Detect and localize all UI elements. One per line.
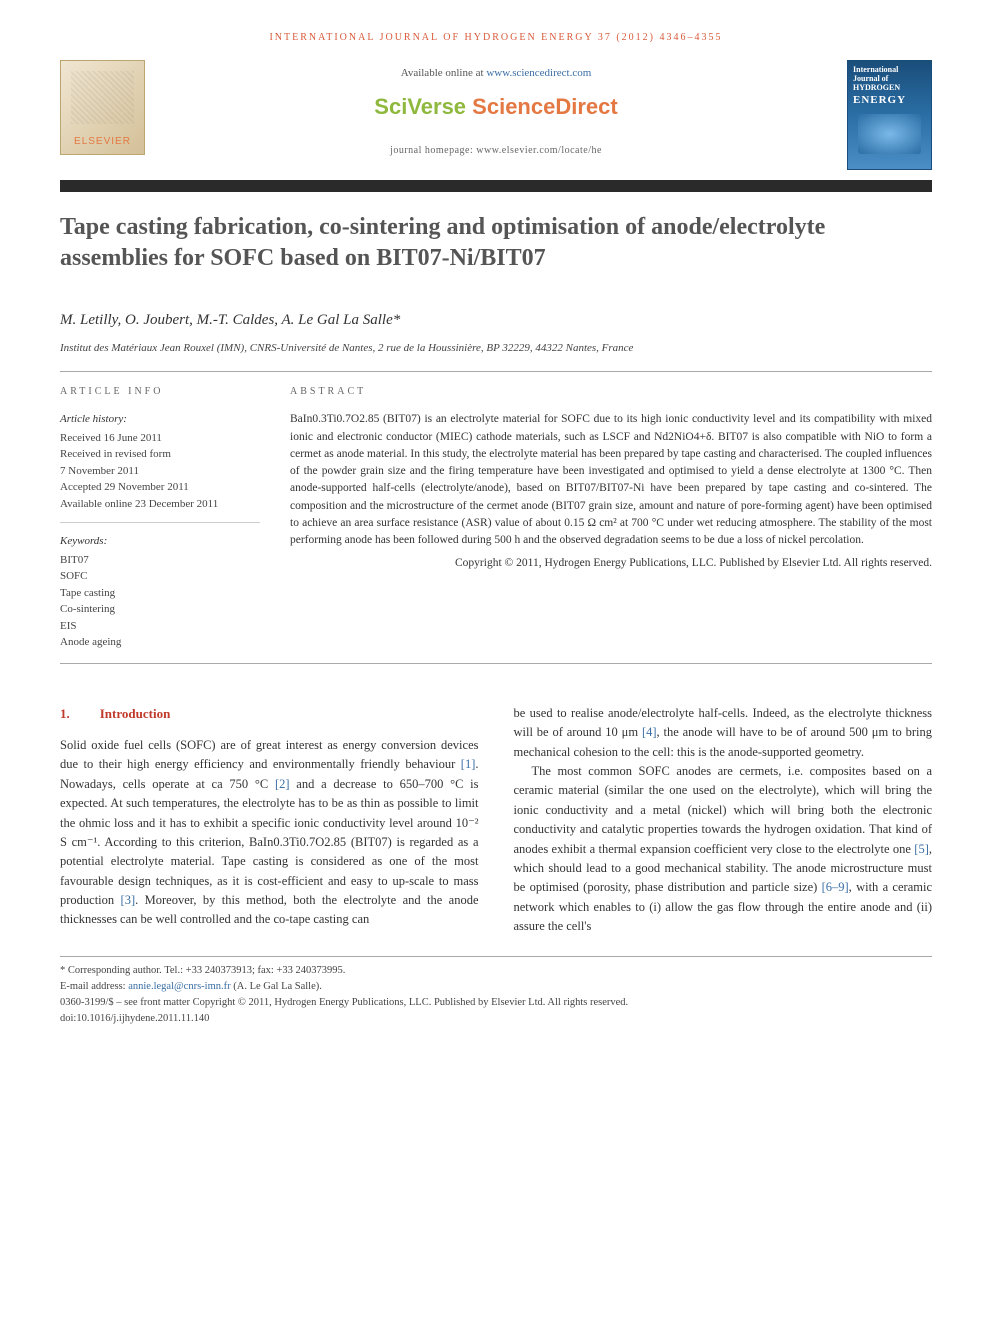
info-abstract-row: ARTICLE INFO Article history: Received 1…	[60, 371, 932, 664]
history-block: Article history: Received 16 June 2011 R…	[60, 411, 260, 523]
corresponding-author: * Corresponding author. Tel.: +33 240373…	[60, 963, 932, 979]
sciverse-logo: SciVerse ScienceDirect	[165, 90, 827, 123]
section-title: Introduction	[100, 706, 171, 721]
column-right: be used to realise anode/electrolyte hal…	[514, 704, 933, 937]
body-text: The most common SOFC anodes are cermets,…	[514, 764, 933, 856]
article-info-heading: ARTICLE INFO	[60, 384, 260, 399]
cover-line2: HYDROGEN	[853, 84, 926, 93]
history-item: Received 16 June 2011	[60, 430, 260, 447]
copyright-line: 0360-3199/$ – see front matter Copyright…	[60, 995, 932, 1011]
sciverse-left: SciVerse	[374, 94, 472, 119]
history-item: Available online 23 December 2011	[60, 496, 260, 513]
cover-line3: ENERGY	[853, 92, 926, 109]
elsevier-label: ELSEVIER	[74, 134, 131, 149]
header-block: ELSEVIER Available online at www.science…	[60, 60, 932, 170]
abstract-text: BaIn0.3Ti0.7O2.85 (BIT07) is an electrol…	[290, 411, 932, 549]
divider-bar	[60, 180, 932, 192]
ref-link[interactable]: [6–9]	[822, 880, 849, 894]
email-link[interactable]: annie.legal@cnrs-imn.fr	[128, 981, 230, 992]
email-suffix: (A. Le Gal La Salle).	[231, 981, 322, 992]
journal-cover: International Journal of HYDROGEN ENERGY	[847, 60, 932, 170]
abstract-copyright: Copyright © 2011, Hydrogen Energy Public…	[290, 555, 932, 572]
body-columns: 1. Introduction Solid oxide fuel cells (S…	[60, 704, 932, 937]
keyword: Co-sintering	[60, 601, 260, 618]
ref-link[interactable]: [3]	[121, 893, 136, 907]
abstract: ABSTRACT BaIn0.3Ti0.7O2.85 (BIT07) is an…	[290, 384, 932, 651]
authors: M. Letilly, O. Joubert, M.-T. Caldes, A.…	[60, 309, 932, 332]
keyword: SOFC	[60, 568, 260, 585]
available-online: Available online at www.sciencedirect.co…	[165, 65, 827, 82]
history-label: Article history:	[60, 411, 260, 428]
footnotes: * Corresponding author. Tel.: +33 240373…	[60, 956, 932, 1026]
elsevier-logo: ELSEVIER	[60, 60, 145, 155]
body-paragraph: Solid oxide fuel cells (SOFC) are of gre…	[60, 736, 479, 930]
journal-homepage: journal homepage: www.elsevier.com/locat…	[165, 143, 827, 158]
journal-header: INTERNATIONAL JOURNAL OF HYDROGEN ENERGY…	[60, 30, 932, 45]
cover-graphic	[858, 114, 921, 154]
sciencedirect-link[interactable]: www.sciencedirect.com	[486, 67, 591, 79]
keyword: Anode ageing	[60, 634, 260, 651]
article-title: Tape casting fabrication, co-sintering a…	[60, 212, 932, 274]
section-heading: 1. Introduction	[60, 704, 479, 724]
body-text: and a decrease to 650–700 °C is expected…	[60, 777, 479, 907]
keyword: EIS	[60, 618, 260, 635]
cover-line1: International Journal of	[853, 66, 926, 84]
keywords-block: Keywords: BIT07 SOFC Tape casting Co-sin…	[60, 533, 260, 651]
sciverse-right: ScienceDirect	[472, 94, 618, 119]
history-item: Received in revised form	[60, 446, 260, 463]
body-paragraph: The most common SOFC anodes are cermets,…	[514, 762, 933, 936]
history-item: 7 November 2011	[60, 463, 260, 480]
available-prefix: Available online at	[401, 67, 487, 79]
ref-link[interactable]: [4]	[642, 725, 657, 739]
article-info: ARTICLE INFO Article history: Received 1…	[60, 384, 260, 651]
email-label: E-mail address:	[60, 981, 128, 992]
keywords-label: Keywords:	[60, 533, 260, 550]
body-paragraph: be used to realise anode/electrolyte hal…	[514, 704, 933, 762]
body-text: Solid oxide fuel cells (SOFC) are of gre…	[60, 738, 479, 771]
history-item: Accepted 29 November 2011	[60, 479, 260, 496]
publisher-center: Available online at www.sciencedirect.co…	[165, 60, 827, 158]
abstract-heading: ABSTRACT	[290, 384, 932, 399]
section-number: 1.	[60, 706, 70, 721]
ref-link[interactable]: [1]	[461, 757, 476, 771]
column-left: 1. Introduction Solid oxide fuel cells (S…	[60, 704, 479, 937]
ref-link[interactable]: [2]	[275, 777, 290, 791]
email-line: E-mail address: annie.legal@cnrs-imn.fr …	[60, 979, 932, 995]
keyword: BIT07	[60, 552, 260, 569]
doi: doi:10.1016/j.ijhydene.2011.11.140	[60, 1011, 932, 1027]
keyword: Tape casting	[60, 585, 260, 602]
ref-link[interactable]: [5]	[914, 842, 929, 856]
affiliation: Institut des Matériaux Jean Rouxel (IMN)…	[60, 340, 932, 357]
